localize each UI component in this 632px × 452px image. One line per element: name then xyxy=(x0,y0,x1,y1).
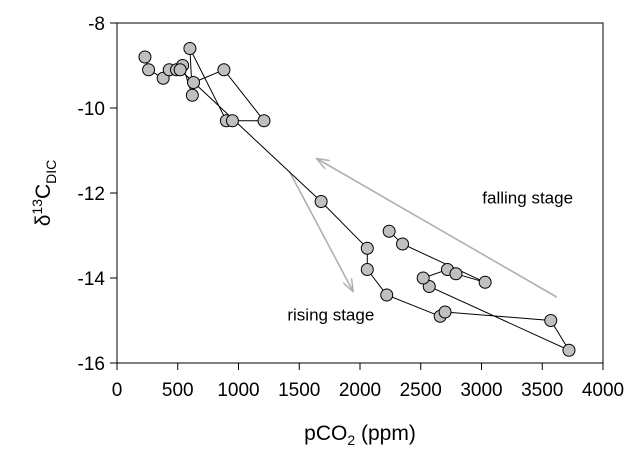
x-tick-label: 3500 xyxy=(521,380,563,401)
data-point xyxy=(382,224,396,238)
data-point xyxy=(396,237,410,251)
data-point xyxy=(217,63,231,77)
data-point xyxy=(138,50,152,64)
data-point xyxy=(360,241,374,255)
data-point xyxy=(142,63,156,77)
x-axis-label-main: pCO xyxy=(304,422,347,445)
x-axis-label: pCO2 (ppm) xyxy=(304,422,416,448)
data-point xyxy=(185,88,199,102)
data-point xyxy=(449,267,463,281)
y-axis-ticks: -16 -14 -12 -10 -8 xyxy=(78,14,117,375)
x-axis-label-sub: 2 xyxy=(347,432,355,448)
stage-arrows xyxy=(288,159,558,298)
x-tick-label: 4000 xyxy=(582,380,624,401)
y-axis-label-sub: DIC xyxy=(43,160,59,184)
annotations: falling stage rising stage xyxy=(287,189,573,325)
y-tick-label: -12 xyxy=(78,184,105,205)
y-tick-label: -16 xyxy=(78,354,105,375)
data-point xyxy=(187,76,201,89)
y-axis-label-sup: 13 xyxy=(29,199,45,215)
data-point xyxy=(438,305,452,319)
data-point xyxy=(183,42,197,55)
x-tick-label: 2500 xyxy=(400,380,442,401)
x-tick-label: 0 xyxy=(112,380,123,401)
data-point xyxy=(314,195,328,208)
annotation-label: falling stage xyxy=(482,189,573,208)
x-tick-label: 1500 xyxy=(278,380,320,401)
x-tick-label: 500 xyxy=(162,380,194,401)
data-markers xyxy=(138,42,576,357)
x-axis-ticks: 0 500 1000 1500 2000 2500 3000 3500 4000 xyxy=(112,363,624,401)
stage-arrow xyxy=(288,171,353,291)
stage-arrow xyxy=(317,159,558,298)
x-tick-label: 1000 xyxy=(217,380,259,401)
y-axis-label-main: C xyxy=(32,184,55,199)
data-point xyxy=(544,314,558,327)
data-point xyxy=(478,275,492,289)
data-point xyxy=(380,288,394,302)
y-axis-label: δ13CDIC xyxy=(29,160,59,227)
data-point xyxy=(225,114,239,128)
y-tick-label: -8 xyxy=(88,14,105,35)
x-tick-label: 3000 xyxy=(460,380,502,401)
data-point xyxy=(360,263,374,276)
y-axis-label-delta: δ xyxy=(32,215,55,227)
data-point xyxy=(257,114,271,128)
x-axis-label-unit: (ppm) xyxy=(355,422,416,445)
data-point xyxy=(562,343,576,357)
y-tick-label: -10 xyxy=(78,99,105,120)
annotation-label: rising stage xyxy=(287,306,374,325)
x-tick-label: 2000 xyxy=(339,380,381,401)
data-point xyxy=(416,271,430,285)
y-tick-label: -14 xyxy=(78,269,106,290)
data-point xyxy=(173,63,187,77)
